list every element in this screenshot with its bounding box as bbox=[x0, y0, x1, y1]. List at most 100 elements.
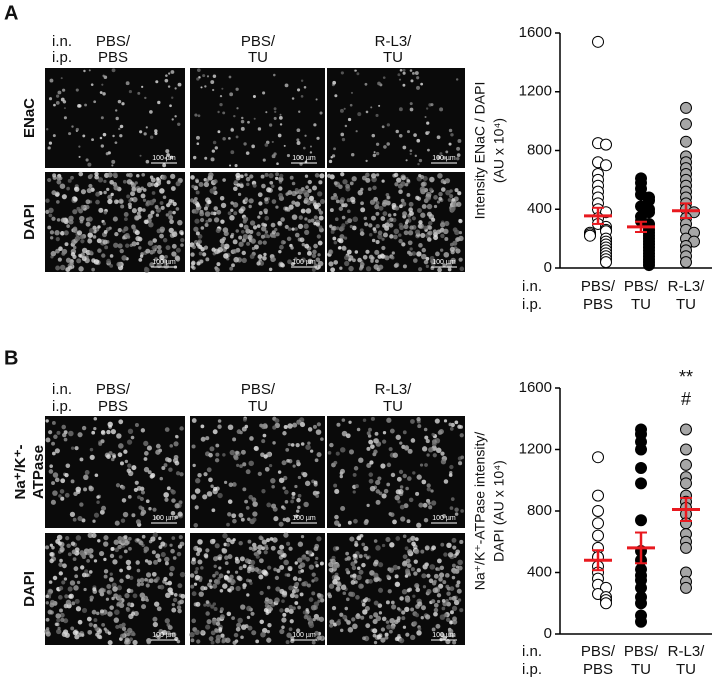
cell bbox=[353, 518, 358, 524]
cell bbox=[101, 429, 106, 435]
cell bbox=[286, 573, 291, 577]
cell bbox=[339, 474, 344, 479]
cell bbox=[124, 217, 128, 222]
cell bbox=[130, 611, 136, 616]
cell bbox=[99, 587, 105, 594]
cell bbox=[179, 426, 184, 431]
cell bbox=[49, 558, 54, 564]
cell bbox=[99, 551, 105, 557]
cell bbox=[418, 502, 424, 508]
cell bbox=[218, 627, 223, 631]
cell bbox=[257, 254, 263, 260]
cell bbox=[168, 215, 174, 220]
cell bbox=[137, 495, 141, 500]
cell bbox=[246, 593, 250, 597]
cell bbox=[213, 179, 218, 184]
cell bbox=[59, 612, 65, 618]
cell bbox=[433, 204, 438, 209]
cell bbox=[54, 230, 60, 236]
cell bbox=[205, 436, 210, 441]
cell bbox=[271, 503, 277, 509]
cell bbox=[440, 632, 445, 638]
cell bbox=[145, 583, 150, 588]
cell bbox=[397, 500, 401, 504]
cell bbox=[244, 173, 248, 177]
cell bbox=[119, 134, 123, 138]
cell bbox=[77, 516, 83, 522]
cell bbox=[246, 615, 251, 620]
cell bbox=[289, 175, 294, 180]
cell bbox=[262, 240, 267, 245]
cell bbox=[222, 178, 226, 182]
cell bbox=[69, 580, 76, 586]
cell bbox=[275, 586, 281, 592]
cell bbox=[77, 432, 83, 438]
cell bbox=[97, 225, 101, 229]
cell bbox=[91, 138, 94, 142]
cell bbox=[239, 223, 244, 228]
cell bbox=[338, 245, 342, 250]
cell bbox=[57, 626, 61, 631]
cell bbox=[296, 141, 301, 145]
cell bbox=[196, 639, 201, 644]
cell bbox=[240, 517, 245, 522]
cell bbox=[306, 250, 312, 256]
cell bbox=[191, 557, 196, 562]
cell bbox=[425, 264, 429, 269]
cell bbox=[292, 576, 298, 581]
cell bbox=[345, 551, 349, 556]
cell bbox=[329, 442, 334, 448]
cell bbox=[113, 185, 119, 191]
cell bbox=[236, 183, 241, 187]
cell bbox=[433, 195, 438, 200]
cell bbox=[51, 216, 56, 221]
cell bbox=[222, 453, 226, 457]
cell bbox=[163, 492, 169, 498]
cell bbox=[298, 215, 303, 220]
cell bbox=[196, 142, 200, 146]
cell bbox=[288, 546, 293, 551]
cell bbox=[305, 208, 312, 214]
cell bbox=[212, 573, 216, 578]
cell bbox=[57, 541, 62, 546]
cell bbox=[142, 198, 147, 202]
cell bbox=[162, 237, 168, 243]
cell bbox=[300, 442, 305, 446]
cell bbox=[456, 580, 461, 585]
cell bbox=[195, 190, 200, 195]
cell bbox=[381, 616, 387, 622]
cell bbox=[48, 97, 53, 101]
scale-bar-label: 100 µm bbox=[152, 259, 176, 266]
cell bbox=[195, 478, 201, 484]
cell bbox=[56, 430, 61, 435]
cell bbox=[206, 75, 210, 78]
cell bbox=[119, 461, 124, 466]
cell bbox=[111, 596, 115, 601]
cell bbox=[363, 216, 368, 221]
cell bbox=[78, 632, 83, 637]
cell bbox=[420, 253, 427, 260]
cell bbox=[439, 222, 446, 228]
cell bbox=[339, 628, 344, 633]
cell bbox=[435, 447, 442, 454]
cell bbox=[170, 70, 175, 74]
cell bbox=[449, 194, 454, 199]
cell bbox=[92, 587, 97, 592]
cell bbox=[210, 640, 215, 645]
cell bbox=[210, 211, 214, 215]
cell bbox=[377, 476, 382, 481]
cell bbox=[170, 186, 176, 191]
cell bbox=[389, 512, 395, 518]
cell bbox=[209, 538, 216, 545]
cell bbox=[375, 211, 380, 216]
cell bbox=[145, 572, 152, 578]
cell bbox=[405, 159, 408, 162]
cell bbox=[359, 228, 364, 233]
cell bbox=[381, 237, 385, 241]
cell bbox=[131, 513, 136, 518]
cell bbox=[197, 539, 203, 545]
cell bbox=[164, 156, 167, 160]
cell bbox=[152, 238, 158, 243]
cell bbox=[205, 600, 210, 604]
